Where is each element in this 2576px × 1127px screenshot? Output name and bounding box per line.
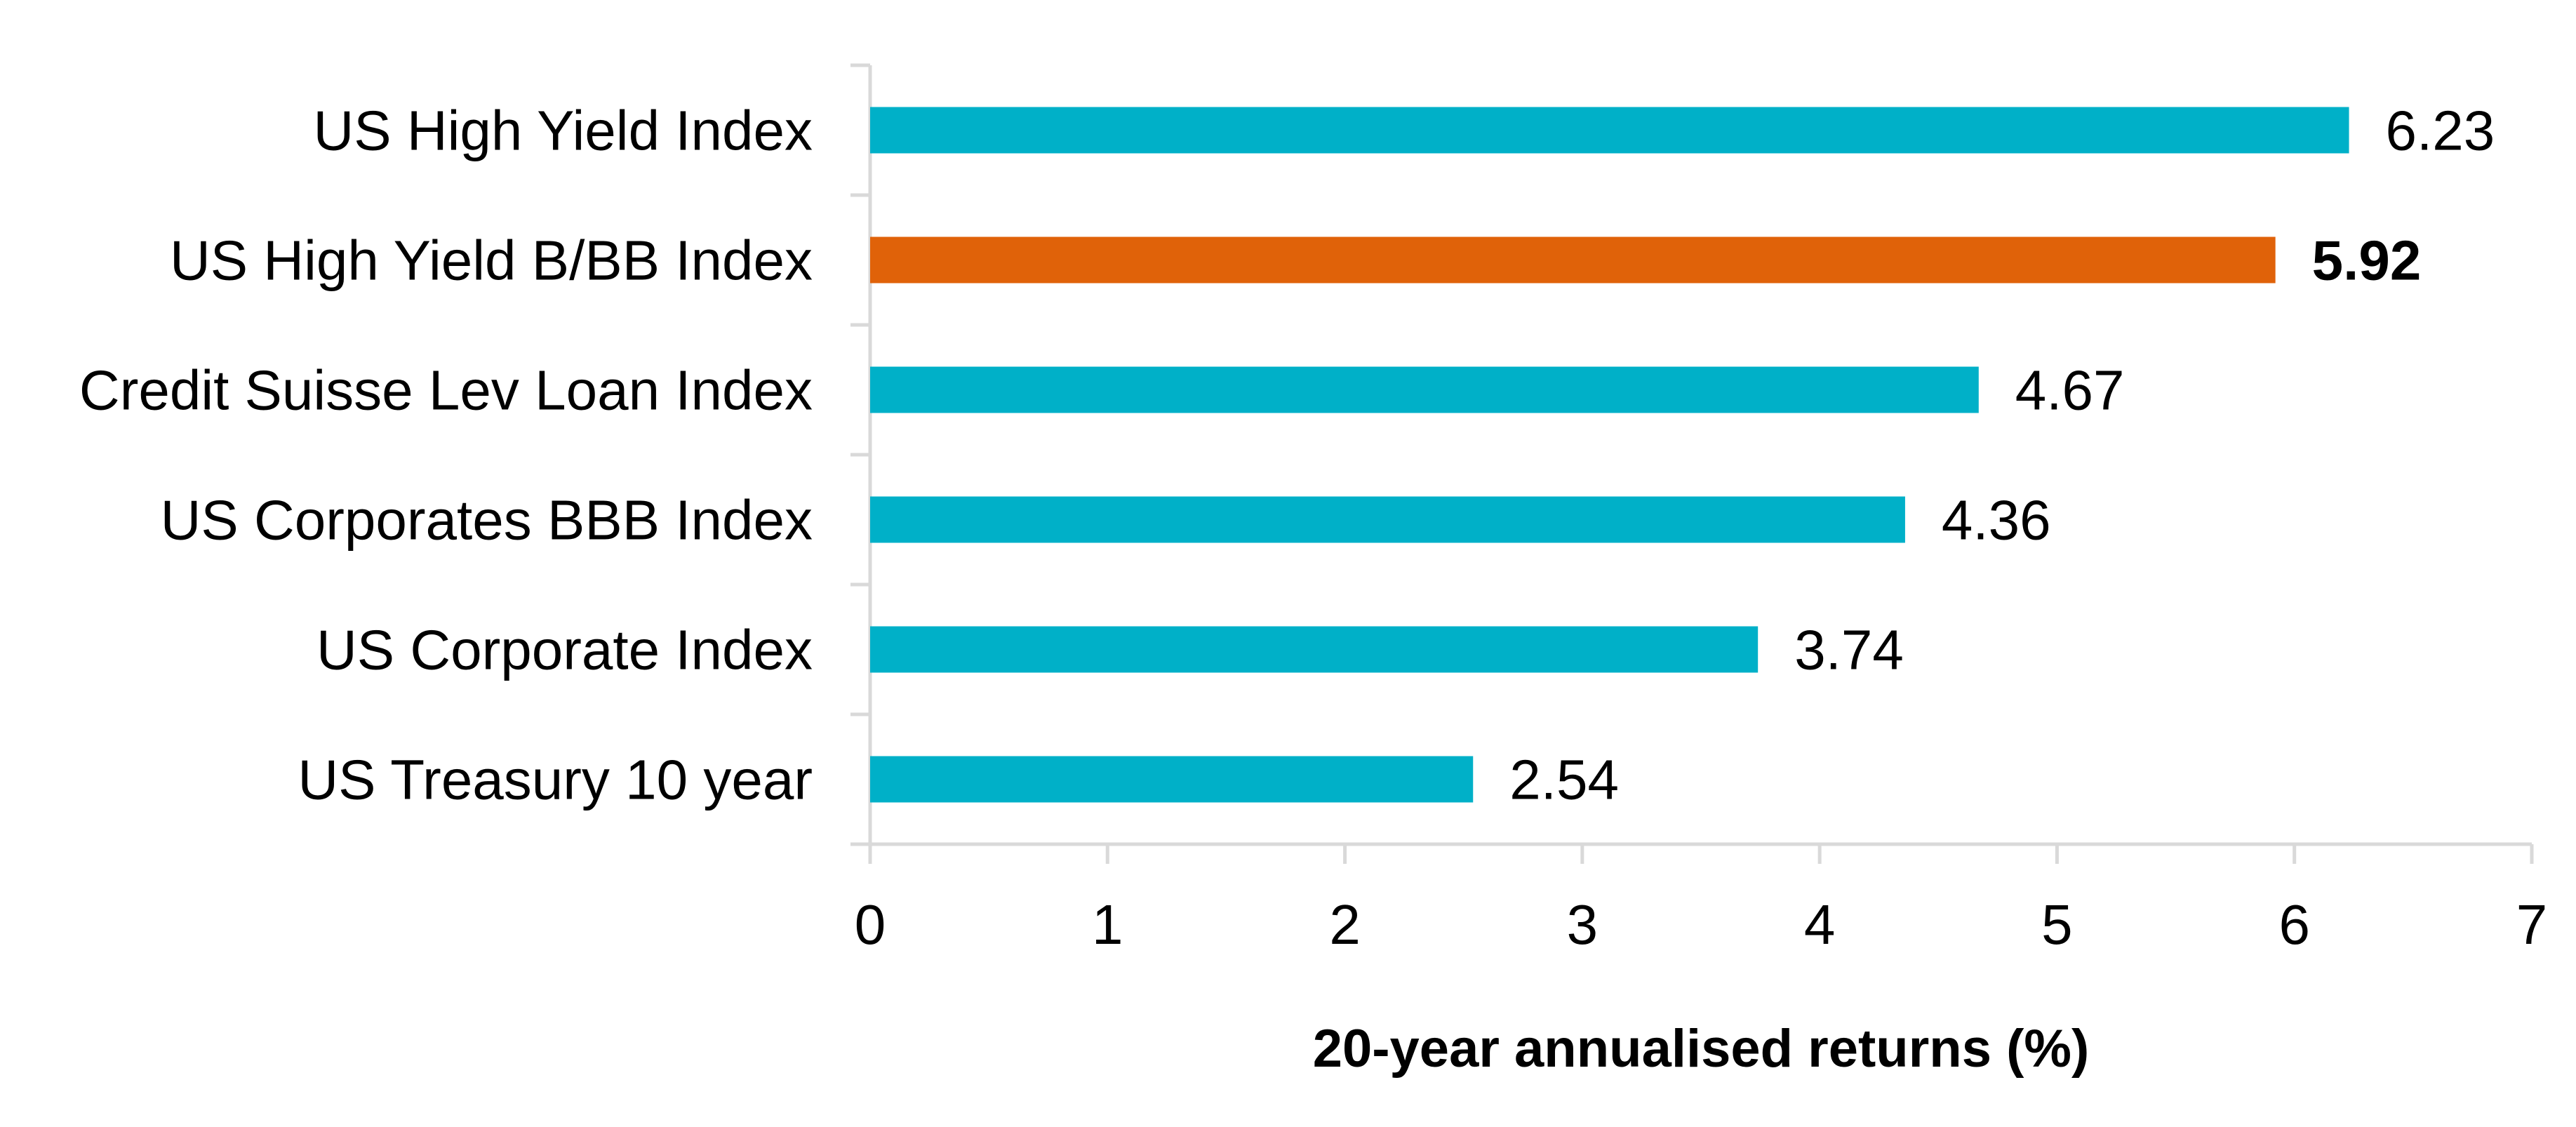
category-label: Credit Suisse Lev Loan Index [79,359,813,422]
data-label: 5.92 [2312,229,2422,292]
bar [870,756,1474,803]
bar [870,496,1905,543]
data-label: 4.67 [2015,359,2125,422]
x-tick-label: 3 [1567,893,1599,956]
bars [870,107,2349,803]
x-tick-label: 6 [2278,893,2310,956]
category-label: US Corporates BBB Index [161,489,813,552]
bar [870,107,2349,154]
data-label: 6.23 [2386,100,2495,162]
bar [870,626,1759,673]
x-tick-label: 0 [855,893,886,956]
category-label: US Corporate Index [316,619,813,681]
category-label: US Treasury 10 year [298,749,813,811]
x-tick-label: 7 [2516,893,2548,956]
data-label: 4.36 [1942,489,2051,552]
x-tick-label: 2 [1329,893,1361,956]
bar [870,366,1979,413]
x-axis-title: 20-year annualised returns (%) [1313,1019,2090,1079]
x-tick-label: 4 [1804,893,1836,956]
data-label: 3.74 [1794,619,1904,681]
x-tick-label: 5 [2041,893,2073,956]
data-label: 2.54 [1509,749,1619,811]
category-label: US High Yield B/BB Index [170,229,813,292]
bar [870,236,2276,284]
axes [850,63,2534,864]
x-tick-label: 1 [1092,893,1123,956]
labels: 0 1 2 3 4 5 6 7 US High Yield Index 6.23 US High Y… [79,100,2547,956]
category-label: US High Yield Index [313,100,813,162]
